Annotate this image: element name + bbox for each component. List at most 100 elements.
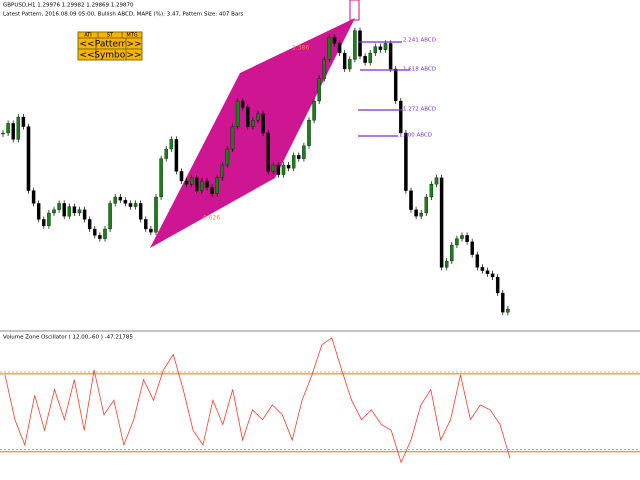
pattern-marker xyxy=(349,0,360,21)
candle xyxy=(87,219,92,230)
candle xyxy=(327,36,332,60)
tab-label[interactable]: ST xyxy=(107,33,114,39)
projection-label: 1.000 ABCD xyxy=(399,133,432,139)
candle xyxy=(169,139,174,150)
candle xyxy=(266,132,270,172)
candle xyxy=(455,238,459,246)
candle xyxy=(164,148,168,159)
candle xyxy=(368,52,372,63)
candle xyxy=(444,260,449,268)
candle xyxy=(404,132,408,191)
candle xyxy=(475,254,480,268)
candle xyxy=(149,228,153,233)
candle xyxy=(36,203,41,220)
candle xyxy=(21,116,26,127)
candle xyxy=(210,187,214,194)
projection-label: 2.241 ABCD xyxy=(403,38,436,44)
candle xyxy=(11,123,15,140)
candle xyxy=(16,116,21,140)
candle xyxy=(82,209,87,220)
candle xyxy=(26,126,31,191)
candle xyxy=(378,46,383,50)
candle xyxy=(429,184,434,198)
candle xyxy=(118,196,123,201)
candle xyxy=(225,148,230,166)
candle xyxy=(297,155,301,159)
ratio-label: 0.626 xyxy=(203,215,220,222)
candle xyxy=(93,228,97,236)
candle xyxy=(261,113,265,134)
candle xyxy=(312,100,316,121)
projection-label: 1.618 ABCD xyxy=(403,67,436,73)
candle xyxy=(174,139,179,172)
candle xyxy=(31,190,36,204)
candle xyxy=(317,78,321,102)
candle xyxy=(256,113,260,121)
candle xyxy=(113,196,117,204)
ratio-label: 1.386 xyxy=(292,45,309,52)
candle xyxy=(108,203,112,230)
candle xyxy=(485,270,490,274)
candle xyxy=(205,180,209,188)
candle xyxy=(47,212,51,226)
candle xyxy=(302,145,306,159)
candle xyxy=(128,203,133,207)
candle xyxy=(276,164,281,175)
button-label[interactable]: Symbol xyxy=(94,51,128,61)
button-label[interactable]: >> xyxy=(126,51,141,61)
candle xyxy=(1,132,5,135)
candle xyxy=(133,203,138,207)
candle xyxy=(506,308,510,313)
candle xyxy=(52,209,56,214)
oscillator-panel xyxy=(0,337,640,464)
candle xyxy=(470,241,474,255)
candle xyxy=(460,235,464,239)
candle xyxy=(281,164,286,175)
candle xyxy=(322,59,327,79)
candle xyxy=(67,206,72,217)
candle xyxy=(388,43,393,70)
button-label[interactable]: << xyxy=(79,40,94,50)
candle xyxy=(393,68,398,102)
projection-lines xyxy=(358,41,410,137)
candle xyxy=(251,120,255,127)
candle xyxy=(424,196,429,214)
candle xyxy=(373,46,378,54)
candle xyxy=(200,180,204,191)
candle xyxy=(77,209,82,214)
candle xyxy=(72,206,77,214)
candle xyxy=(240,100,245,108)
candle xyxy=(358,30,362,57)
oscillator-line xyxy=(4,337,511,464)
candle xyxy=(495,276,500,294)
candle xyxy=(409,190,413,210)
candle xyxy=(348,59,352,70)
button-label[interactable]: Pattern xyxy=(95,40,127,50)
tab-label[interactable]: MTG xyxy=(126,33,137,39)
tab-label[interactable]: ATI xyxy=(84,33,92,39)
candle xyxy=(271,164,276,172)
candle xyxy=(490,273,495,278)
candle xyxy=(332,36,337,44)
candle xyxy=(383,43,388,50)
candle xyxy=(154,196,158,233)
projection-label: 1.272 ABCD xyxy=(403,107,436,113)
candle xyxy=(465,235,469,242)
symbol-info: GBPUSD,H1 1.29976 1.29982 1.29869 1.2987… xyxy=(3,3,134,9)
candle xyxy=(363,56,367,63)
candle xyxy=(103,228,107,239)
button-label[interactable]: >> xyxy=(126,40,141,50)
candle xyxy=(434,177,439,185)
button-label[interactable]: << xyxy=(79,51,94,61)
candle xyxy=(286,164,291,169)
candle xyxy=(98,235,102,239)
candle xyxy=(450,244,454,262)
button[interactable] xyxy=(125,48,143,61)
candle xyxy=(42,219,46,226)
candle xyxy=(342,52,347,70)
candle xyxy=(179,171,184,182)
candle xyxy=(62,203,66,217)
candle xyxy=(138,203,143,220)
candle xyxy=(235,100,240,127)
